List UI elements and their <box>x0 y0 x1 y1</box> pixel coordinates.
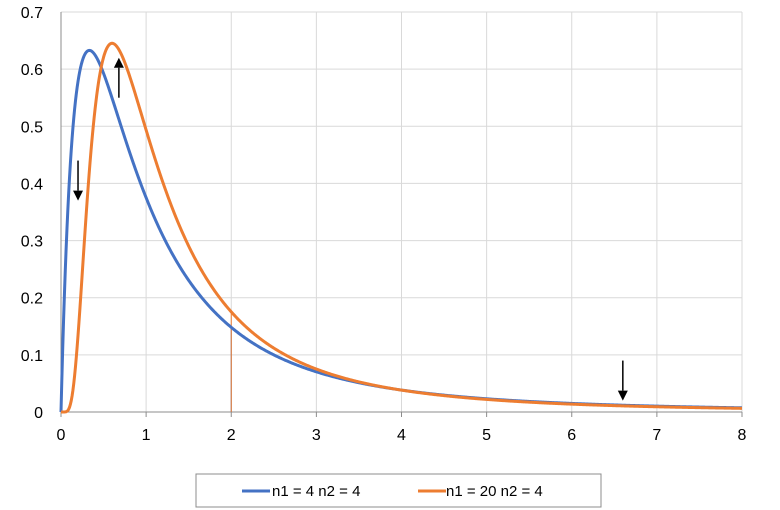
series-line-1 <box>60 41 743 414</box>
arrow-head <box>617 390 628 401</box>
x-tick-label-6: 6 <box>567 427 576 444</box>
y-tick-label-0.2: 0.2 <box>21 291 43 308</box>
y-tick-label-0.7: 0.7 <box>21 5 43 22</box>
y-tick-label-0: 0 <box>34 405 43 422</box>
arrow-up-1 <box>113 57 124 98</box>
x-tick-label-8: 8 <box>738 427 747 444</box>
series-layer <box>59 41 743 414</box>
arrow-down-0 <box>73 160 84 201</box>
legend: n1 = 4 n2 = 4 n1 = 20 n2 = 4 <box>195 473 602 508</box>
legend-label-1: n1 = 20 n2 = 4 <box>446 483 543 500</box>
annotation-arrows <box>73 57 628 401</box>
arrow-head <box>113 57 124 68</box>
tick-labels: 0 1 2 3 4 5 6 7 8 0 0.1 0.2 0.3 0.4 0.5 0.6 0.7 <box>21 5 747 444</box>
arrow-head <box>73 190 84 201</box>
x-tick-label-1: 1 <box>142 427 151 444</box>
x-tick-label-5: 5 <box>482 427 491 444</box>
x-tick-label-7: 7 <box>652 427 661 444</box>
legend-label-0: n1 = 4 n2 = 4 <box>272 483 360 500</box>
axes <box>60 12 743 417</box>
y-tick-label-0.4: 0.4 <box>21 176 43 193</box>
x-tick-label-3: 3 <box>312 427 321 444</box>
gridlines <box>61 11 743 412</box>
y-tick-label-0.6: 0.6 <box>21 62 43 79</box>
x-tick-label-0: 0 <box>57 427 66 444</box>
y-tick-label-0.5: 0.5 <box>21 119 43 136</box>
arrow-down-2 <box>617 360 628 401</box>
y-tick-label-0.3: 0.3 <box>21 234 43 251</box>
x-tick-label-2: 2 <box>227 427 236 444</box>
x-tick-label-4: 4 <box>397 427 406 444</box>
y-tick-label-0.1: 0.1 <box>21 348 43 365</box>
